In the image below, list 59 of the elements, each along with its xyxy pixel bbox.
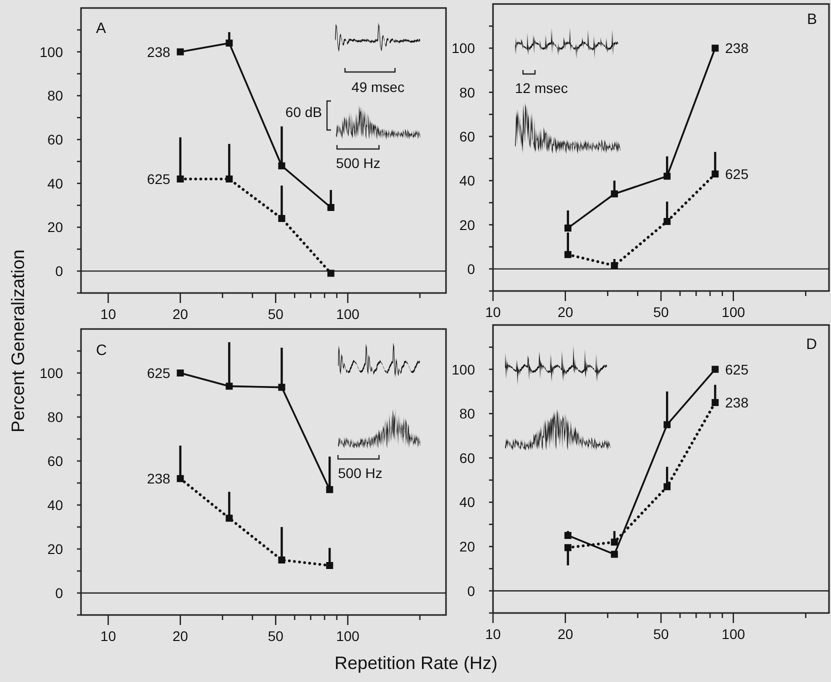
x-tick-label: 100 [336,306,360,322]
y-tick-label: 40 [47,497,64,513]
x-tick-label: 10 [485,626,501,642]
x-tick-label: 50 [653,626,669,642]
y-tick-label: 0 [55,263,64,280]
y-tick-label: 80 [459,84,476,100]
y-tick-label: 100 [40,365,64,381]
annotation: 60 dB [285,104,322,120]
series-label: 238 [725,394,749,411]
x-tick-label: 10 [100,306,116,322]
text: B [806,11,817,28]
annotation: 49 msec [352,79,404,95]
x-tick-label: 10 [100,628,116,644]
x-tick-label: 20 [172,628,188,644]
y-tick-label: 60 [47,453,64,469]
annotation: 500 Hz [336,155,380,171]
y-tick-label: 0 [467,582,476,599]
y-axis-title: Percent Generalization [8,249,28,433]
y-tick-label: 20 [47,541,64,557]
text: D [806,336,818,353]
series-label: 238 [146,44,171,60]
annotation: 500 Hz [338,465,382,481]
x-tick-label: 20 [558,304,574,320]
y-tick-label: 0 [467,260,476,277]
y-tick-label: 80 [47,88,64,104]
x-tick-label: 100 [722,304,746,320]
y-tick-label: 0 [55,585,64,601]
y-tick-label: 60 [459,450,476,466]
y-tick-label: 40 [459,172,476,189]
text: A [96,20,106,37]
series-label: 625 [725,166,749,182]
y-tick-label: 20 [47,219,64,236]
x-tick-label: 10 [485,304,501,320]
y-tick-label: 20 [459,216,476,233]
series-label: 625 [146,365,171,381]
y-tick-label: 60 [47,132,64,148]
series-label: 238 [725,40,749,56]
series-label: 238 [146,470,171,487]
series-label: 625 [725,361,749,378]
y-tick-label: 100 [452,40,476,56]
y-tick-label: 80 [459,406,476,422]
x-tick-label: 20 [558,626,574,642]
x-tick-label: 100 [722,626,746,642]
x-tick-label: 100 [336,628,360,644]
text: C [96,342,107,359]
x-axis-title: Repetition Rate (Hz) [334,653,498,673]
y-tick-label: 80 [47,409,64,425]
x-tick-label: 50 [653,304,669,320]
x-tick-label: 50 [268,306,284,322]
y-tick-label: 20 [459,538,476,555]
series-label: 625 [146,171,171,187]
y-tick-label: 100 [40,44,64,60]
y-tick-label: 40 [47,175,64,192]
x-tick-label: 20 [172,306,188,322]
y-tick-label: 100 [452,361,476,378]
y-tick-label: 60 [459,128,476,144]
x-tick-label: 50 [268,628,284,644]
y-tick-label: 40 [459,494,476,510]
annotation: 12 msec [515,80,568,96]
